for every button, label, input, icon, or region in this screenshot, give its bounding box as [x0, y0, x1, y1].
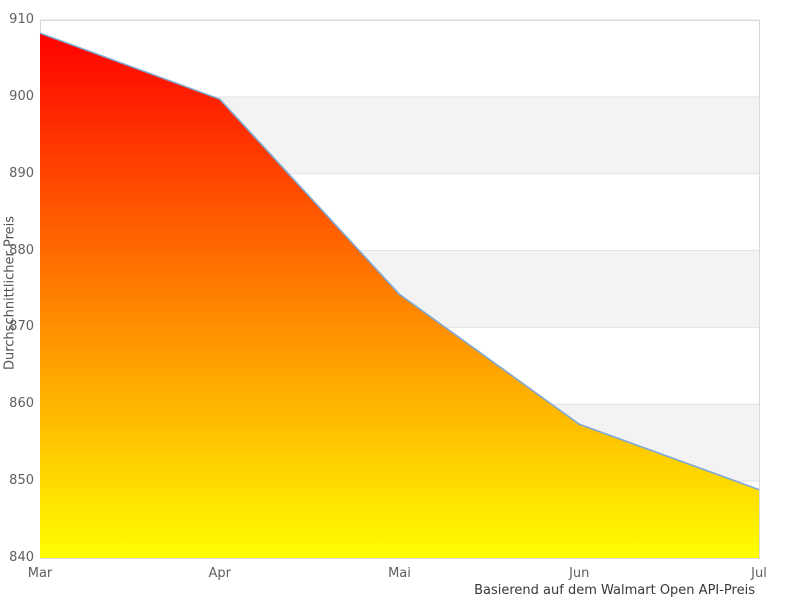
y-tick-label: 880 [9, 242, 34, 258]
y-tick-label: 860 [9, 396, 34, 412]
chart-caption: Basierend auf dem Walmart Open API-Preis [474, 583, 755, 598]
y-axis-title: Durchschnittlicher Preis [2, 215, 18, 371]
y-tick-label: 910 [9, 12, 34, 27]
x-tick-label: Jun [569, 566, 590, 581]
x-tick-label: Mar [27, 566, 53, 581]
y-tick-label: 890 [9, 165, 34, 181]
y-tick-label: 870 [9, 319, 34, 335]
x-tick-label: Apr [208, 566, 232, 581]
x-tick-label: Jul [751, 566, 767, 581]
y-tick-label: 850 [9, 473, 34, 489]
y-tick-label: 840 [9, 550, 34, 565]
area-series-fill [40, 33, 759, 558]
line-series [39, 32, 760, 491]
y-tick-label: 900 [9, 88, 34, 104]
x-tick-label: Mai [388, 566, 411, 581]
